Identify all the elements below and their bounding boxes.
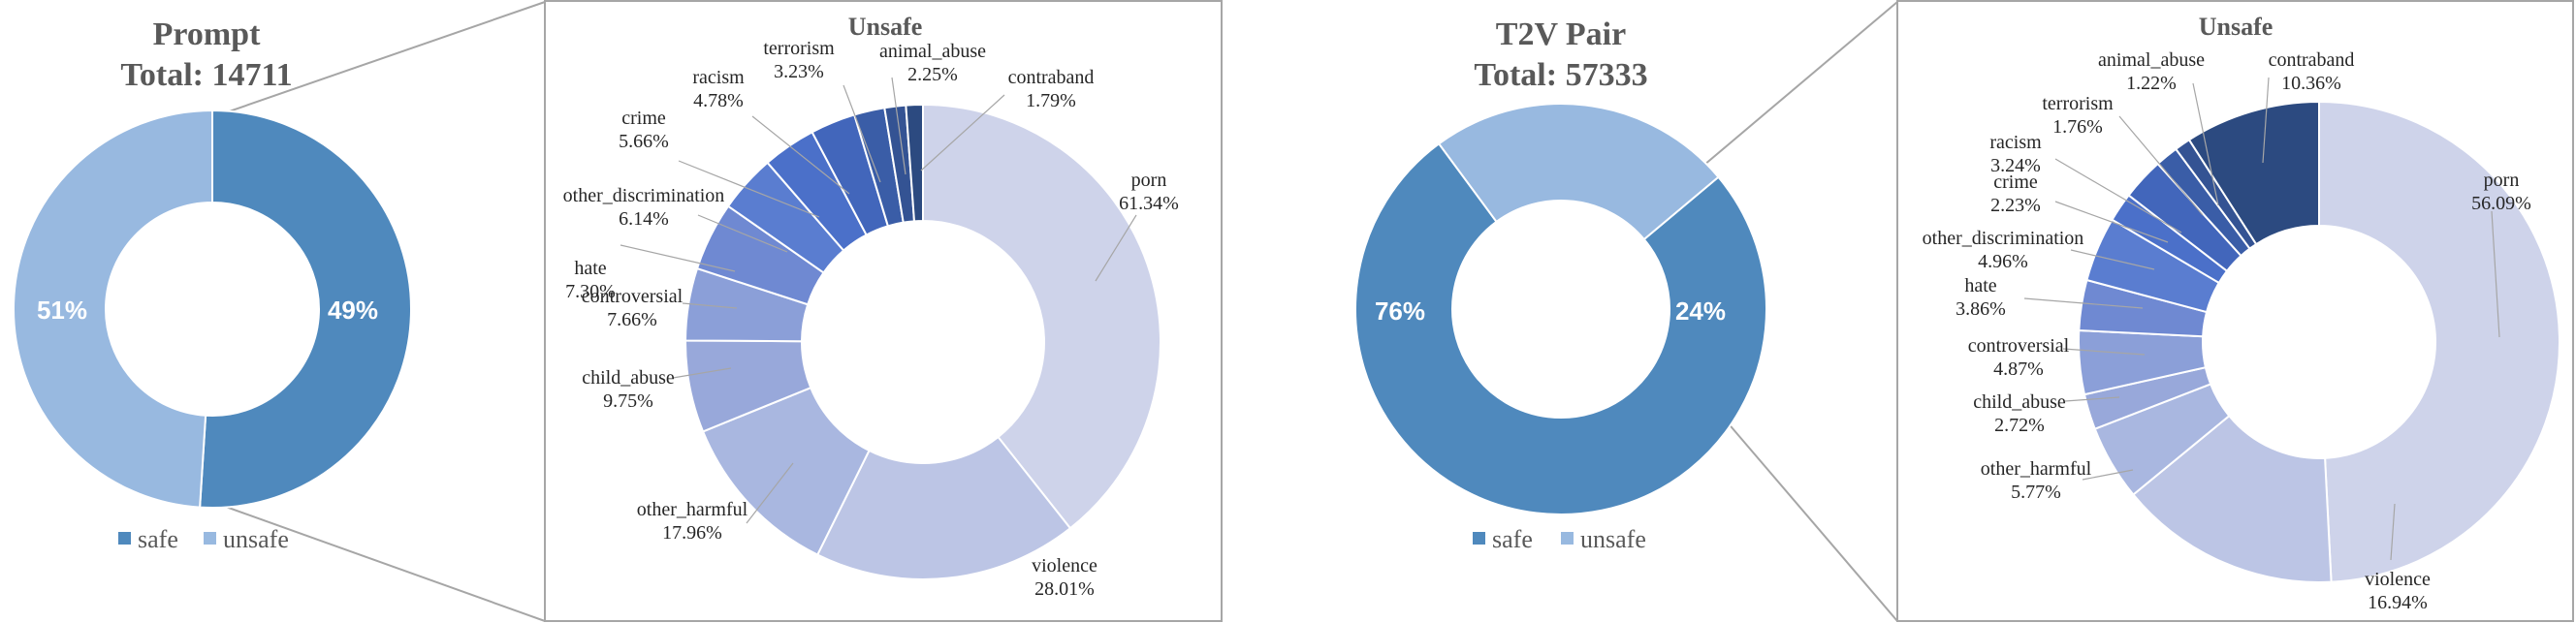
leader-line-hate (2023, 297, 2144, 309)
label-racism: racism 4.78% (692, 67, 745, 111)
label-terrorism: terrorism 3.23% (763, 38, 835, 82)
slice-unsafe (13, 109, 213, 509)
connector-line-top-right (1691, 1, 1898, 176)
leader-line-other-discrimination (697, 214, 788, 253)
label-child-abuse: child_abuse 9.75% (582, 367, 675, 412)
slice-value-labels: 51% 49% (37, 296, 378, 325)
donut-slices (13, 109, 412, 509)
leader-line-child-abuse (672, 367, 732, 379)
value-label-safe: 51% (37, 296, 87, 325)
donut-slices (2078, 100, 2560, 583)
label-other-harmful: other_harmful 17.96% (637, 499, 748, 544)
chart-subtitle: Total: 57333 (1474, 57, 1647, 93)
leader-line-terrorism (843, 84, 881, 183)
value-label-safe: 76% (1375, 296, 1425, 326)
connector-line-top-left (211, 1, 546, 118)
label-other-discrimination: other_discrimination 4.96% (1923, 228, 2084, 272)
slice-porn (922, 103, 1161, 530)
legend-swatch-safe (118, 532, 131, 545)
leader-line-racism (751, 115, 850, 195)
legend-label-unsafe: unsafe (1580, 525, 1646, 553)
slice-contraband (905, 103, 924, 223)
chart-title: Unsafe (2199, 13, 2274, 41)
leader-line-other-harmful (2082, 469, 2134, 481)
slice-unsafe (1437, 103, 1720, 241)
chart-title: T2V Pair (1496, 16, 1626, 52)
leader-line-racism (2054, 158, 2182, 234)
slice-porn (2318, 100, 2560, 583)
label-crime: crime 5.66% (619, 108, 669, 152)
leader-line-violence (2390, 503, 2396, 561)
label-other-discrimination: other_discrimination 6.14% (563, 185, 725, 230)
label-animal-abuse: animal_abuse 1.22% (2098, 49, 2205, 94)
label-other-harmful: other_harmful 5.77% (1981, 458, 2092, 503)
leader-line-crime (2054, 201, 2169, 243)
leader-line-porn (1095, 214, 1137, 282)
leader-lines (620, 77, 1137, 524)
connector-line-bottom-left (211, 501, 546, 622)
leader-line-hate (620, 244, 736, 272)
label-controversial: controversial 4.87% (1968, 335, 2070, 380)
chart-subtitle: Total: 14711 (120, 57, 292, 93)
legend-swatch-unsafe (204, 532, 216, 545)
label-violence: violence 16.94% (2365, 569, 2431, 613)
t2v-unsafe-donut-chart: Unsafe porn 56.09% violence 16.94% other_har… (1923, 13, 2560, 613)
slice-labels: porn 56.09% violence 16.94% other_harmful 5.7… (1923, 49, 2531, 613)
slice-value-labels: 76% 24% (1375, 296, 1726, 326)
leader-line-terrorism (2118, 115, 2204, 216)
legend-swatch-unsafe (1561, 532, 1574, 545)
legend-label-safe: safe (1492, 525, 1533, 553)
chart-title: Unsafe (848, 13, 923, 41)
label-porn: porn 61.34% (1119, 170, 1179, 214)
leader-line-other-harmful (746, 462, 794, 524)
leader-line-child-abuse (2064, 396, 2120, 402)
leader-line-animal-abuse (891, 77, 906, 175)
label-racism: racism 3.24% (1989, 132, 2042, 176)
slice-violence (2132, 414, 2333, 583)
prompt-unsafe-donut-chart: Unsafe porn 61.34% violence 28.01% other_har… (563, 13, 1179, 600)
prompt-donut-chart: Prompt Total: 14711 51% 49% safe unsafe (13, 16, 412, 553)
slice-labels: porn 61.34% violence 28.01% other_harmful 17.… (563, 38, 1179, 600)
label-violence: violence 28.01% (1032, 555, 1097, 600)
slice-safe (199, 109, 412, 509)
label-terrorism: terrorism 1.76% (2042, 93, 2114, 138)
slice-contraband (2187, 100, 2320, 246)
leader-line-porn (2491, 210, 2500, 338)
leader-line-controversial (2062, 348, 2146, 356)
legend-label-unsafe: unsafe (223, 525, 289, 553)
label-animal-abuse: animal_abuse 2.25% (879, 41, 986, 85)
t2v-pair-donut-chart: T2V Pair Total: 57333 76% 24% safe unsaf… (1354, 16, 1767, 553)
label-crime: crime 2.23% (1990, 171, 2041, 216)
value-label-unsafe: 24% (1675, 296, 1726, 326)
slice-safe (1354, 141, 1767, 516)
legend-label-safe: safe (138, 525, 178, 553)
label-hate: hate 3.86% (1956, 275, 2006, 320)
chart-title: Prompt (153, 16, 261, 52)
leader-line-contraband (920, 94, 1005, 171)
leader-line-other-discrimination (2070, 249, 2155, 270)
slice-violence (815, 435, 1072, 580)
label-contraband: contraband 1.79% (1008, 67, 1095, 111)
legend: safe unsafe (1473, 525, 1646, 553)
leader-line-crime (678, 160, 820, 218)
label-hate: hate 7.30% (565, 258, 616, 302)
donut-slices (1354, 103, 1767, 516)
leader-lines (2023, 77, 2500, 561)
label-contraband: contraband 10.36% (2269, 49, 2355, 94)
label-controversial: controversial 7.66% (582, 286, 684, 330)
legend-swatch-safe (1473, 532, 1485, 545)
leader-line-controversial (682, 302, 738, 309)
label-child-abuse: child_abuse 2.72% (1973, 391, 2066, 436)
leader-line-contraband (2262, 77, 2270, 164)
value-label-unsafe: 49% (328, 296, 378, 325)
leader-line-animal-abuse (2192, 82, 2219, 206)
label-porn: porn 56.09% (2471, 170, 2531, 214)
legend: safe unsafe (118, 525, 289, 553)
donut-slices (684, 103, 1161, 580)
